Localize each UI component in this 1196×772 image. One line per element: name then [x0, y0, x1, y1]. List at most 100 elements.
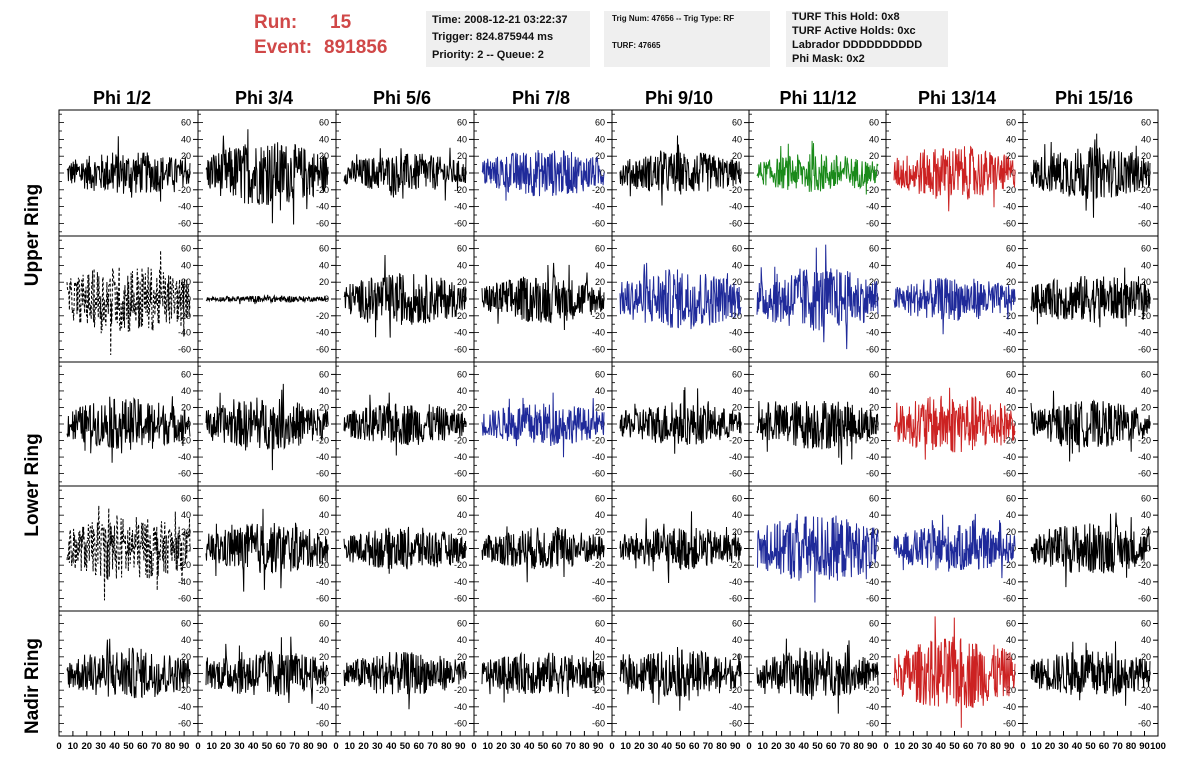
x-tick-label: 50 [262, 741, 273, 752]
column-header-phi-9-10: Phi 9/10 [644, 88, 714, 108]
x-tick-label: 80 [716, 741, 727, 752]
y-tick-label: -20 [1003, 311, 1016, 321]
y-tick-label: -20 [729, 685, 742, 695]
x-tick-label: 50 [538, 741, 549, 752]
x-tick-label: 30 [372, 741, 383, 752]
x-tick-label: 90 [1004, 741, 1015, 752]
y-tick-label: 40 [869, 386, 879, 396]
y-tick-label: 0 [1011, 419, 1016, 429]
y-tick-label: -60 [866, 218, 879, 228]
y-tick-label: -40 [178, 577, 191, 587]
x-tick-label: 10 [894, 741, 905, 752]
y-tick-label: 40 [319, 386, 329, 396]
y-tick-label: -20 [866, 185, 879, 195]
waveform-series [481, 262, 605, 331]
y-tick-label: -40 [592, 452, 605, 462]
x-tick-label: 20 [771, 741, 782, 752]
x-tick-label: 0 [195, 741, 200, 752]
waveform-series [619, 511, 742, 584]
y-tick-label: -20 [178, 685, 191, 695]
y-tick-label: 40 [1141, 510, 1151, 520]
y-tick-label: -20 [178, 436, 191, 446]
y-tick-label: -60 [1003, 594, 1016, 604]
y-tick-label: 60 [1141, 118, 1151, 128]
y-tick-label: 40 [1141, 260, 1151, 270]
y-tick-label: 60 [181, 369, 191, 379]
y-tick-label: -20 [592, 185, 605, 195]
y-tick-label: 60 [732, 369, 742, 379]
y-tick-label: -20 [592, 436, 605, 446]
x-tick-label: 30 [648, 741, 659, 752]
y-tick-label: -60 [729, 218, 742, 228]
waveform-series [205, 508, 329, 592]
y-tick-label: -60 [316, 594, 329, 604]
y-tick-label: 20 [1006, 527, 1016, 537]
y-tick-label: 40 [595, 260, 605, 270]
y-tick-label: 60 [1141, 619, 1151, 629]
y-tick-label: 20 [181, 527, 191, 537]
x-tick-label: 50 [123, 741, 134, 752]
time-text: Time: 2008-12-21 03:22:37 [432, 14, 568, 26]
x-tick-label: 70 [565, 741, 576, 752]
y-tick-label: 60 [457, 619, 467, 629]
y-tick-label: -40 [1138, 328, 1151, 338]
waveform-series [481, 392, 605, 458]
y-tick-label: 40 [869, 134, 879, 144]
y-tick-label: 40 [1141, 635, 1151, 645]
y-tick-label: -60 [866, 344, 879, 354]
y-tick-label: 20 [732, 527, 742, 537]
y-tick-label: 40 [1006, 134, 1016, 144]
y-tick-label: -20 [178, 311, 191, 321]
y-tick-label: -20 [454, 185, 467, 195]
y-tick-label: -20 [454, 436, 467, 446]
y-tick-label: -40 [1003, 452, 1016, 462]
y-tick-label: -20 [866, 685, 879, 695]
y-tick-label: 20 [181, 652, 191, 662]
y-tick-label: -60 [178, 469, 191, 479]
waveform-series [1030, 512, 1151, 588]
run-label: Run: [254, 12, 298, 33]
y-tick-label: 20 [319, 277, 329, 287]
x-tick-label: 90 [455, 741, 466, 752]
waveform-series [619, 135, 742, 206]
y-tick-label: -60 [592, 719, 605, 729]
x-tick-label: 90 [730, 741, 741, 752]
y-tick-label: -60 [1138, 344, 1151, 354]
waveform-series [66, 505, 191, 601]
y-tick-label: -40 [866, 202, 879, 212]
column-header-phi-1-2: Phi 1/2 [92, 88, 152, 108]
y-tick-label: -40 [178, 452, 191, 462]
x-tick-label: 70 [427, 741, 438, 752]
y-tick-label: -40 [866, 702, 879, 712]
y-tick-label: 60 [732, 619, 742, 629]
y-tick-label: -60 [1138, 469, 1151, 479]
y-tick-label: -40 [592, 202, 605, 212]
x-tick-label: 60 [552, 741, 563, 752]
y-tick-label: 20 [732, 277, 742, 287]
y-tick-label: -20 [454, 685, 467, 695]
x-tick-label: 80 [303, 741, 314, 752]
x-tick-label: 20 [496, 741, 507, 752]
y-tick-label: -60 [592, 218, 605, 228]
x-tick-label: 50 [949, 741, 960, 752]
x-tick-label: 40 [386, 741, 397, 752]
y-tick-label: -20 [316, 560, 329, 570]
x-tick-label: 90 [593, 741, 604, 752]
y-tick-label: 40 [1006, 260, 1016, 270]
x-tick-label: 0 [746, 741, 751, 752]
y-tick-label: -20 [1003, 185, 1016, 195]
x-tick-label: 20 [358, 741, 369, 752]
y-tick-label: -40 [316, 702, 329, 712]
y-tick-label: 60 [1006, 118, 1016, 128]
x-tick-label: 40 [936, 741, 947, 752]
waveform-series [205, 129, 329, 225]
y-tick-label: -20 [1003, 560, 1016, 570]
x-tick-label: 90 [867, 741, 878, 752]
y-tick-label: -40 [866, 577, 879, 587]
y-tick-label: 20 [1006, 402, 1016, 412]
y-tick-label: -20 [1138, 685, 1151, 695]
y-tick-label: -60 [178, 218, 191, 228]
y-tick-label: 40 [181, 260, 191, 270]
y-tick-label: -20 [592, 311, 605, 321]
x-tick-label: 20 [634, 741, 645, 752]
